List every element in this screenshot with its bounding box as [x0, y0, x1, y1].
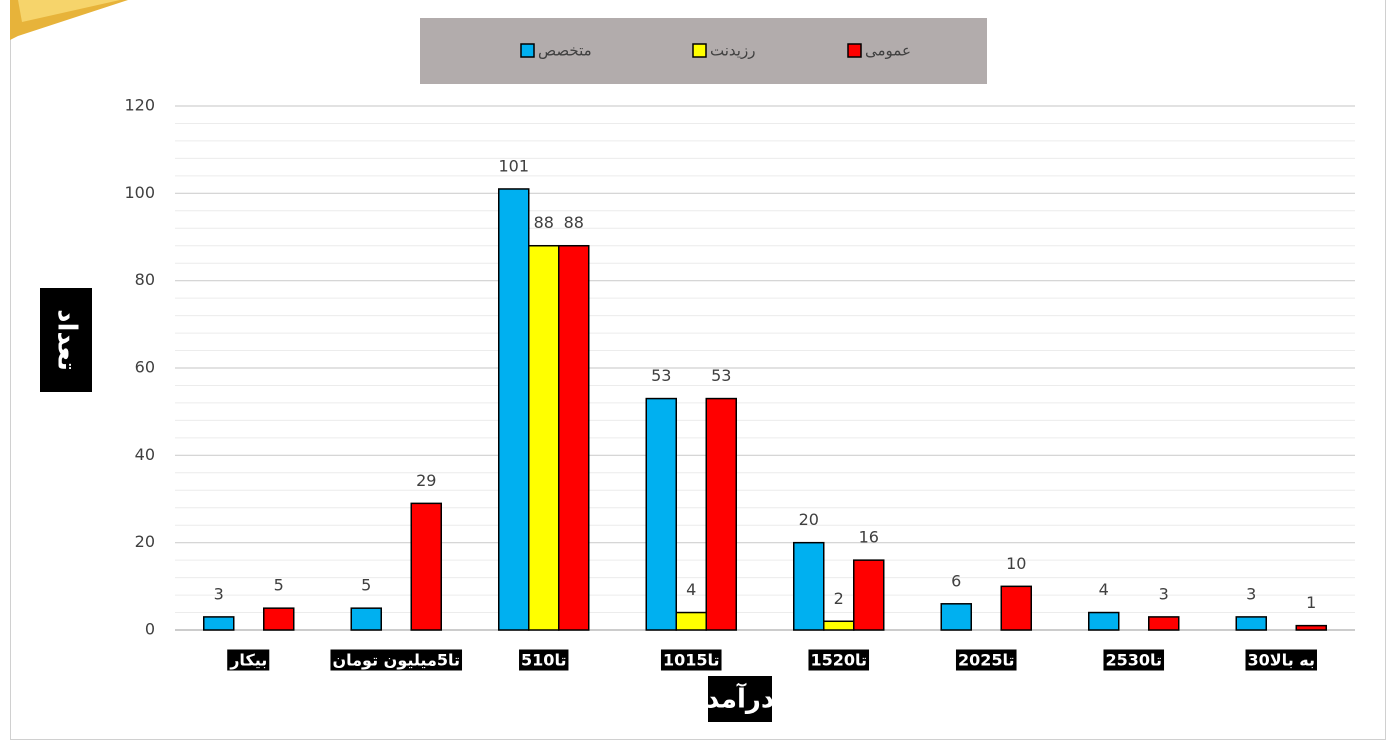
legend-swatch: [847, 43, 862, 58]
data-label: 16: [859, 528, 879, 547]
bar: [675, 611, 707, 631]
corner-decoration-highlight: [18, 0, 120, 22]
y-tick-label: 20: [135, 532, 155, 551]
bar: [498, 188, 530, 631]
data-label: 53: [651, 366, 671, 385]
y-tick-label: 80: [135, 270, 155, 289]
bar: [1000, 585, 1032, 631]
category-label: 15تا20: [810, 651, 867, 670]
y-tick-label: 60: [135, 358, 155, 377]
category-label: تا5میلیون تومان: [332, 651, 460, 670]
data-label: 3: [214, 584, 224, 603]
data-label: 53: [711, 366, 731, 385]
bar: [853, 559, 885, 631]
category-label: 20تا25: [958, 651, 1015, 670]
legend: متخصص رزیدنت عمومی: [520, 42, 911, 60]
data-label: 10: [1006, 554, 1026, 573]
x-axis-title-bg: [708, 676, 772, 722]
data-label: 20: [799, 510, 819, 529]
y-axis-ticks: 0 20 40 60 80 100 120: [124, 96, 155, 639]
category-label: 10تا15: [663, 651, 720, 670]
data-label: 1: [1306, 593, 1316, 612]
legend-swatch: [692, 43, 707, 58]
data-label: 4: [1099, 580, 1109, 599]
category-label-bg: [227, 649, 270, 671]
bar: [558, 244, 590, 631]
y-tick-label: 120: [124, 96, 155, 115]
category-label-bg: [1245, 649, 1317, 671]
grid-lines: [175, 105, 1355, 631]
data-label: 101: [498, 156, 529, 175]
category-label: 30به بالا: [1248, 651, 1315, 670]
data-label: 4: [686, 580, 696, 599]
data-label: 29: [416, 471, 436, 490]
bar: [705, 397, 737, 631]
y-axis-title: تعداد: [52, 309, 82, 371]
bar: [410, 502, 442, 631]
x-axis-categories: بیکار تا5میلیون تومان 5تا10 10تا15 15تا20 20ت…: [227, 649, 1317, 671]
bars: [203, 188, 1327, 631]
data-label: 6: [951, 571, 961, 590]
legend-swatch: [520, 43, 535, 58]
y-tick-label: 40: [135, 445, 155, 464]
data-label: 3: [1246, 584, 1256, 603]
category-label: 25تا30: [1105, 651, 1162, 670]
category-label: بیکار: [229, 651, 267, 670]
y-tick-label: 100: [124, 183, 155, 202]
bar: [528, 244, 560, 631]
data-label: 88: [564, 213, 584, 232]
bar: [823, 620, 855, 631]
legend-label: عمومی: [865, 42, 911, 60]
category-label: 5تا10: [521, 651, 566, 670]
data-labels: 3 5 5 29 101 88 88 53 4 53 20 2 16 6 10 4 3 3 1: [214, 156, 1317, 612]
data-label: 88: [534, 213, 554, 232]
category-label-bg: [808, 649, 870, 671]
bar: [645, 397, 677, 631]
bar: [203, 616, 235, 631]
bar: [1148, 616, 1180, 631]
category-label-bg: [955, 649, 1017, 671]
legend-label: رزیدنت: [710, 42, 755, 60]
data-label: 5: [361, 576, 371, 595]
bar: [793, 541, 825, 631]
category-label-bg: [519, 649, 569, 671]
legend-label: متخصص: [538, 42, 592, 60]
bar: [1088, 611, 1120, 631]
data-label: 5: [274, 576, 284, 595]
y-axis-title-bg: [40, 288, 92, 392]
bar: [940, 603, 972, 631]
bar: [350, 607, 382, 631]
category-label-bg: [330, 649, 463, 671]
category-label-bg: [660, 649, 722, 671]
category-label-bg: [1103, 649, 1165, 671]
data-label: 3: [1159, 584, 1169, 603]
bar: [1295, 624, 1327, 631]
bar: [1235, 616, 1267, 631]
data-label: 2: [834, 589, 844, 608]
x-axis-title: درآمد: [706, 683, 774, 715]
bar: [263, 607, 295, 631]
y-tick-label: 0: [145, 620, 155, 639]
